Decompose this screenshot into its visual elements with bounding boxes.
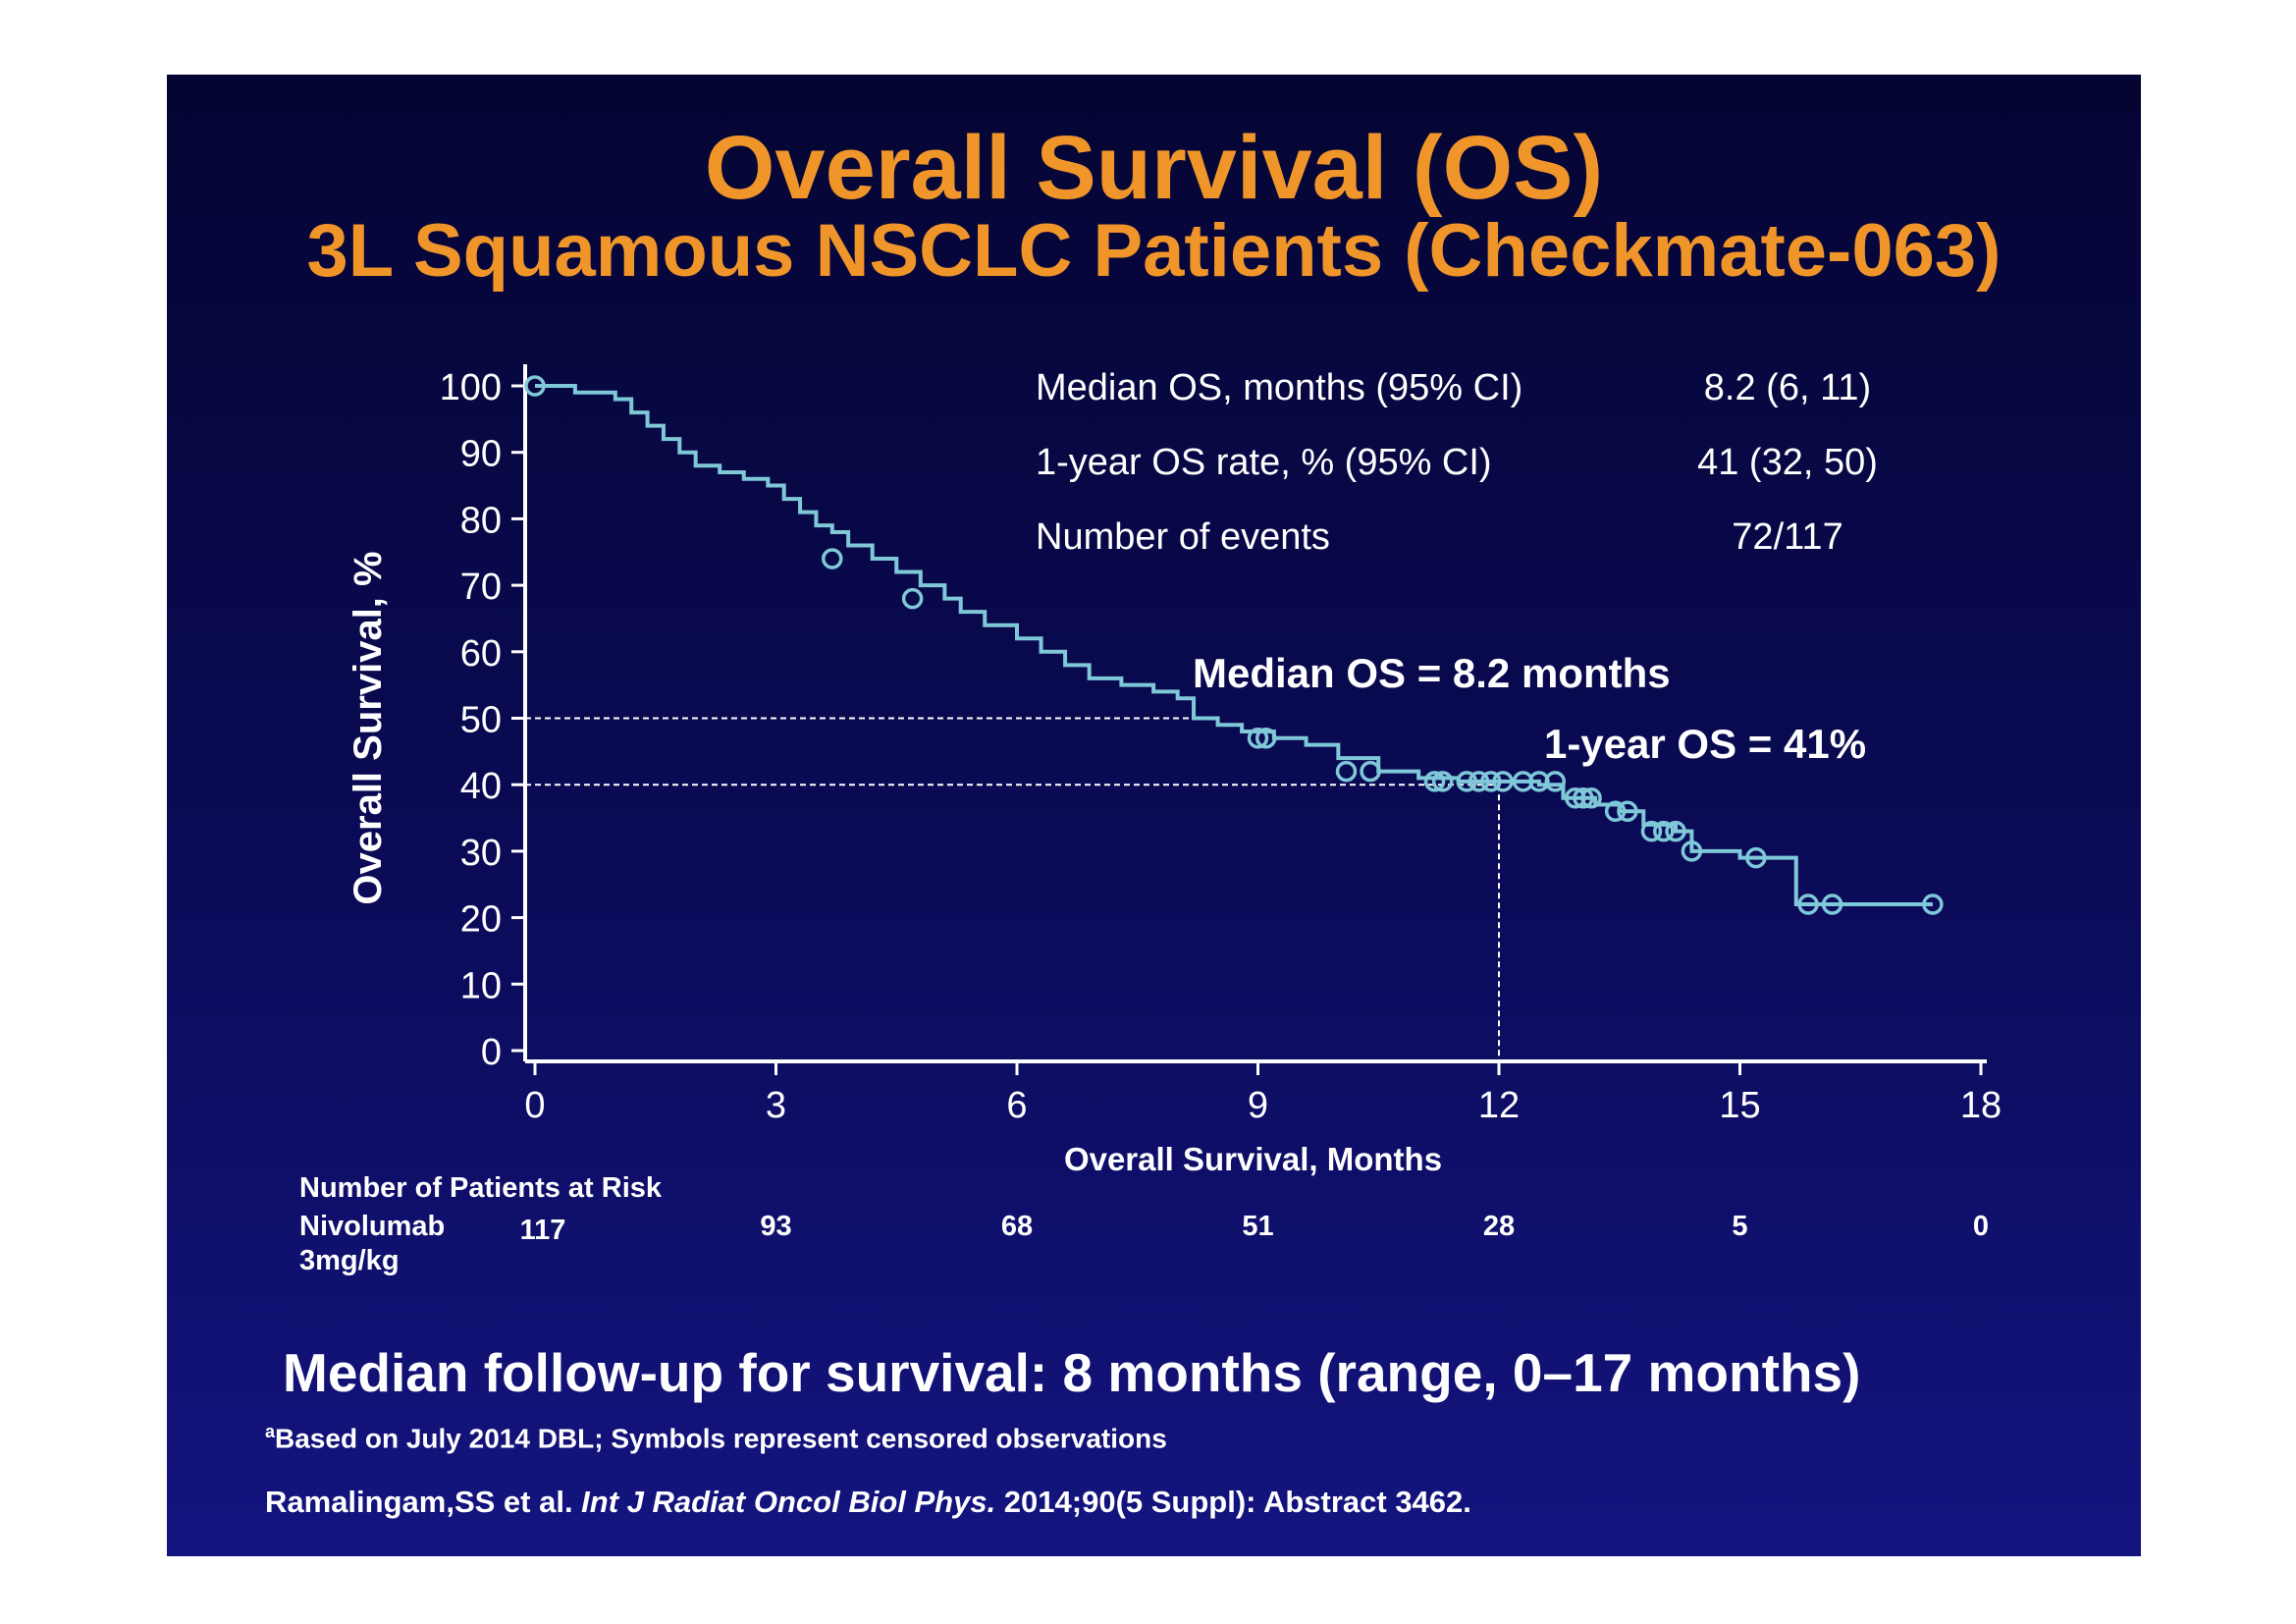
y-tick-label: 90 <box>460 434 502 475</box>
censored-marker <box>1544 771 1567 792</box>
censored-markers <box>524 375 1944 915</box>
y-tick-label: 50 <box>460 700 502 741</box>
y-axis-title: Overall Survival, % <box>347 551 390 904</box>
stat-label-events: Number of events <box>1036 516 1330 558</box>
x-tick-label: 3 <box>766 1085 786 1126</box>
axes <box>511 364 1987 1075</box>
footnote-marker: a <box>265 1422 276 1441</box>
censored-marker <box>1617 800 1638 823</box>
risk-value: 51 <box>1242 1211 1274 1242</box>
censored-marker <box>1335 760 1358 783</box>
slide-title: Overall Survival (OS) <box>704 118 1604 218</box>
y-tick-label: 40 <box>460 766 502 807</box>
censored-marker <box>1360 760 1381 783</box>
censored-marker <box>1653 820 1675 842</box>
citation-journal: Int J Radiat Oncol Biol Phys. <box>581 1485 996 1519</box>
slide: Overall Survival (OS) 3L Squamous NSCLC … <box>167 75 2141 1556</box>
stat-value-events: 72/117 <box>1732 516 1843 558</box>
censored-marker <box>1468 771 1490 792</box>
risk-value: 68 <box>1000 1211 1034 1242</box>
risk-value: 5 <box>1732 1211 1748 1242</box>
x-tick-label: 12 <box>1478 1085 1520 1126</box>
footnote: aBased on July 2014 DBL; Symbols represe… <box>265 1422 1167 1454</box>
y-tick-label: 80 <box>460 500 502 541</box>
censored-marker <box>1665 820 1686 842</box>
annotation-one-year-os: 1-year OS = 41% <box>1544 721 1867 767</box>
x-axis-title: Overall Survival, Months <box>1064 1141 1442 1177</box>
risk-table-header: Number of Patients at Risk <box>299 1172 663 1204</box>
censored-marker <box>1797 893 1819 915</box>
censored-marker <box>822 548 843 569</box>
slide-subtitle: 3L Squamous NSCLC Patients (Checkmate-06… <box>306 209 2002 293</box>
censored-marker <box>1431 771 1454 792</box>
stat-value-1yr: 41 (32, 50) <box>1697 442 1878 483</box>
risk-value: 28 <box>1482 1211 1516 1242</box>
axis-labels: 0 10 20 30 40 50 60 70 80 90 100 0 3 6 9 12 15 18 Overall … <box>347 367 2002 1177</box>
survival-curve-group <box>535 384 1933 907</box>
censored-marker <box>1922 893 1944 915</box>
stat-value-median: 8.2 (6, 11) <box>1703 367 1872 408</box>
risk-row-label-line2: 3mg/kg <box>299 1245 400 1276</box>
footnote-text: Based on July 2014 DBL; Symbols represen… <box>275 1423 1167 1454</box>
censored-marker <box>1821 893 1843 915</box>
censored-marker <box>1604 800 1627 823</box>
citation-rest: 2014;90(5 Suppl): Abstract 3462. <box>995 1485 1471 1519</box>
stat-label-1yr: 1-year OS rate, % (95% CI) <box>1036 442 1492 483</box>
censored-marker <box>1456 771 1478 792</box>
y-tick-label: 30 <box>460 833 502 874</box>
annotation-median-os: Median OS = 8.2 months <box>1193 650 1671 696</box>
censored-marker <box>524 375 546 397</box>
censored-marker <box>1247 728 1269 749</box>
x-tick-label: 0 <box>524 1085 545 1126</box>
censored-marker <box>1580 786 1602 809</box>
x-tick-label: 9 <box>1248 1085 1268 1126</box>
censored-marker <box>1255 728 1277 749</box>
censored-marker <box>1640 820 1663 842</box>
risk-value: 93 <box>760 1211 792 1242</box>
censored-marker <box>901 587 924 610</box>
censored-marker <box>1681 840 1703 862</box>
y-tick-label: 10 <box>460 965 502 1006</box>
km-survival-chart: 0 10 20 30 40 50 60 70 80 90 100 0 3 6 9 12 15 18 Overall … <box>347 364 2002 1177</box>
x-tick-label: 18 <box>1960 1085 2002 1126</box>
censored-marker <box>1492 771 1514 792</box>
risk-row-label-line1: Nivolumab <box>299 1211 446 1242</box>
reference-lines <box>525 717 1500 1061</box>
citation-authors: Ramalingam,SS et al. <box>265 1485 582 1519</box>
followup-text: Median follow-up for survival: 8 months … <box>283 1342 1861 1403</box>
censored-marker <box>1573 786 1594 809</box>
censored-marker <box>1480 771 1502 792</box>
y-tick-label: 60 <box>460 633 502 675</box>
y-tick-label: 0 <box>481 1032 502 1073</box>
stat-label-median: Median OS, months (95% CI) <box>1036 367 1523 408</box>
y-tick-label: 100 <box>440 367 502 408</box>
censored-marker <box>1745 846 1767 869</box>
y-tick-label: 20 <box>460 899 502 941</box>
citation: Ramalingam,SS et al. Int J Radiat Oncol … <box>265 1485 1471 1520</box>
risk-value: 0 <box>1972 1211 1990 1242</box>
survival-curve <box>535 384 1933 907</box>
x-tick-label: 6 <box>1006 1085 1027 1126</box>
x-tick-label: 15 <box>1719 1085 1760 1126</box>
censored-marker <box>1423 771 1446 792</box>
y-tick-label: 70 <box>460 567 502 608</box>
risk-value: 117 <box>519 1215 566 1246</box>
